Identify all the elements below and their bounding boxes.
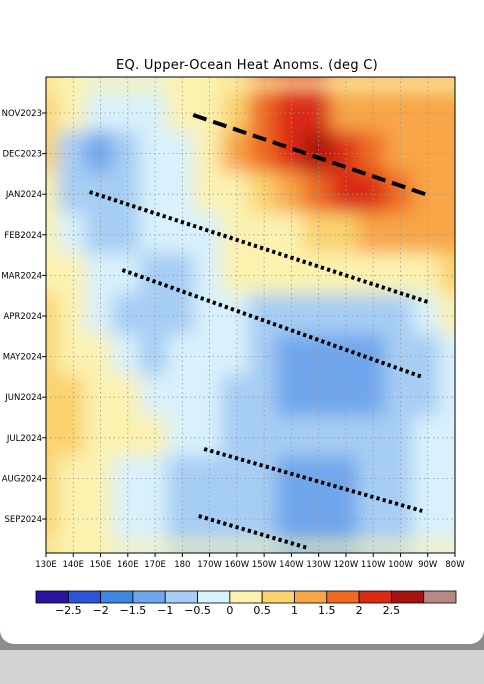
chart-title: EQ. Upper-Ocean Heat Anoms. (deg C): [116, 58, 378, 73]
heatmap-cell: [193, 90, 226, 136]
y-axis: NOV2023 DEC2023 JAN2024 FEB2024 MAR2024 APR20…: [1, 109, 46, 525]
y-tick-label: JAN2024: [5, 190, 42, 200]
colorbar-label: 1: [291, 604, 298, 617]
colorbar-swatch: [197, 590, 231, 604]
y-tick-label: JUL2024: [6, 434, 42, 444]
y-tick-label: AUG2024: [2, 474, 42, 484]
colorbar-label: −1.5: [120, 604, 147, 617]
x-tick-label: 120W: [334, 560, 359, 570]
dotted-trend-line: [121, 268, 423, 379]
y-tick-label: JUN2024: [4, 393, 42, 403]
x-tick-label: 90W: [418, 560, 438, 570]
colorbar-label: 1.5: [318, 604, 336, 617]
x-tick-label: 140W: [279, 560, 304, 570]
colorbar-label: 0: [226, 604, 233, 617]
colorbar: −2.5 −2 −1.5 −1 −0.5 0 0.5 1 1.5 2 2.5: [35, 590, 457, 617]
colorbar-swatch: [132, 590, 166, 604]
colorbar-swatch: [326, 590, 360, 604]
colorbar-swatch: [67, 590, 102, 604]
x-axis: 130E 140E 150E 160E 170E 180 170W 160W 150W 140W 1…: [35, 553, 465, 570]
dotted-trend-line: [89, 190, 429, 304]
y-tick-label: MAR2024: [1, 271, 42, 281]
heatmap-cell: [30, 17, 61, 77]
y-tick-label: NOV2023: [2, 109, 42, 119]
y-tick-label: APR2024: [4, 312, 42, 322]
colorbar-swatch: [261, 590, 295, 604]
x-tick-label: 130W: [306, 560, 331, 570]
x-tick-label: 150W: [252, 560, 277, 570]
colorbar-label: −2: [93, 604, 109, 617]
x-tick-label: 110W: [361, 560, 386, 570]
colorbar-swatch: [164, 590, 198, 604]
x-tick-label: 180: [174, 560, 190, 570]
colorbar-swatch: [100, 590, 134, 604]
bottom-bar: [0, 650, 484, 684]
x-tick-label: 140E: [62, 560, 84, 570]
x-tick-label: 160W: [225, 560, 250, 570]
heatmap-cell: [85, 17, 116, 77]
colorbar-swatch: [358, 590, 392, 604]
heatmap-cell: [439, 17, 470, 77]
colorbar-label: 2: [356, 604, 363, 617]
x-tick-label: 170W: [197, 560, 222, 570]
heatmap-cell: [412, 17, 443, 77]
colorbar-swatch: [229, 590, 263, 604]
y-tick-label: SEP2024: [4, 515, 42, 525]
y-tick-label: MAY2024: [3, 353, 42, 363]
y-tick-label: FEB2024: [4, 231, 42, 241]
colorbar-label: 0.5: [253, 604, 271, 617]
x-tick-label: 100W: [388, 560, 413, 570]
colorbar-swatch: [35, 590, 69, 604]
x-tick-label: 150E: [90, 560, 112, 570]
heat-anomaly-chart: EQ. Upper-Ocean Heat Anoms. (deg C) 130E…: [1, 17, 470, 617]
heatmap-cell: [58, 17, 89, 77]
annotations: [89, 113, 429, 550]
plot-frame: [45, 76, 456, 554]
heatmap-cell: [385, 17, 416, 77]
y-tick-label: DEC2023: [3, 150, 42, 160]
colorbar-label: −0.5: [184, 604, 211, 617]
colorbar-swatch: [390, 590, 425, 604]
colorbar-label: −1: [157, 604, 173, 617]
colorbar-label: 2.5: [383, 604, 401, 617]
x-tick-label: 170E: [144, 560, 166, 570]
colorbar-label: −2.5: [55, 604, 82, 617]
colorbar-swatch: [294, 590, 328, 604]
x-tick-label: 160E: [117, 560, 139, 570]
x-tick-label: 80W: [445, 560, 465, 570]
x-tick-label: 130E: [35, 560, 57, 570]
colorbar-swatch: [423, 590, 457, 604]
